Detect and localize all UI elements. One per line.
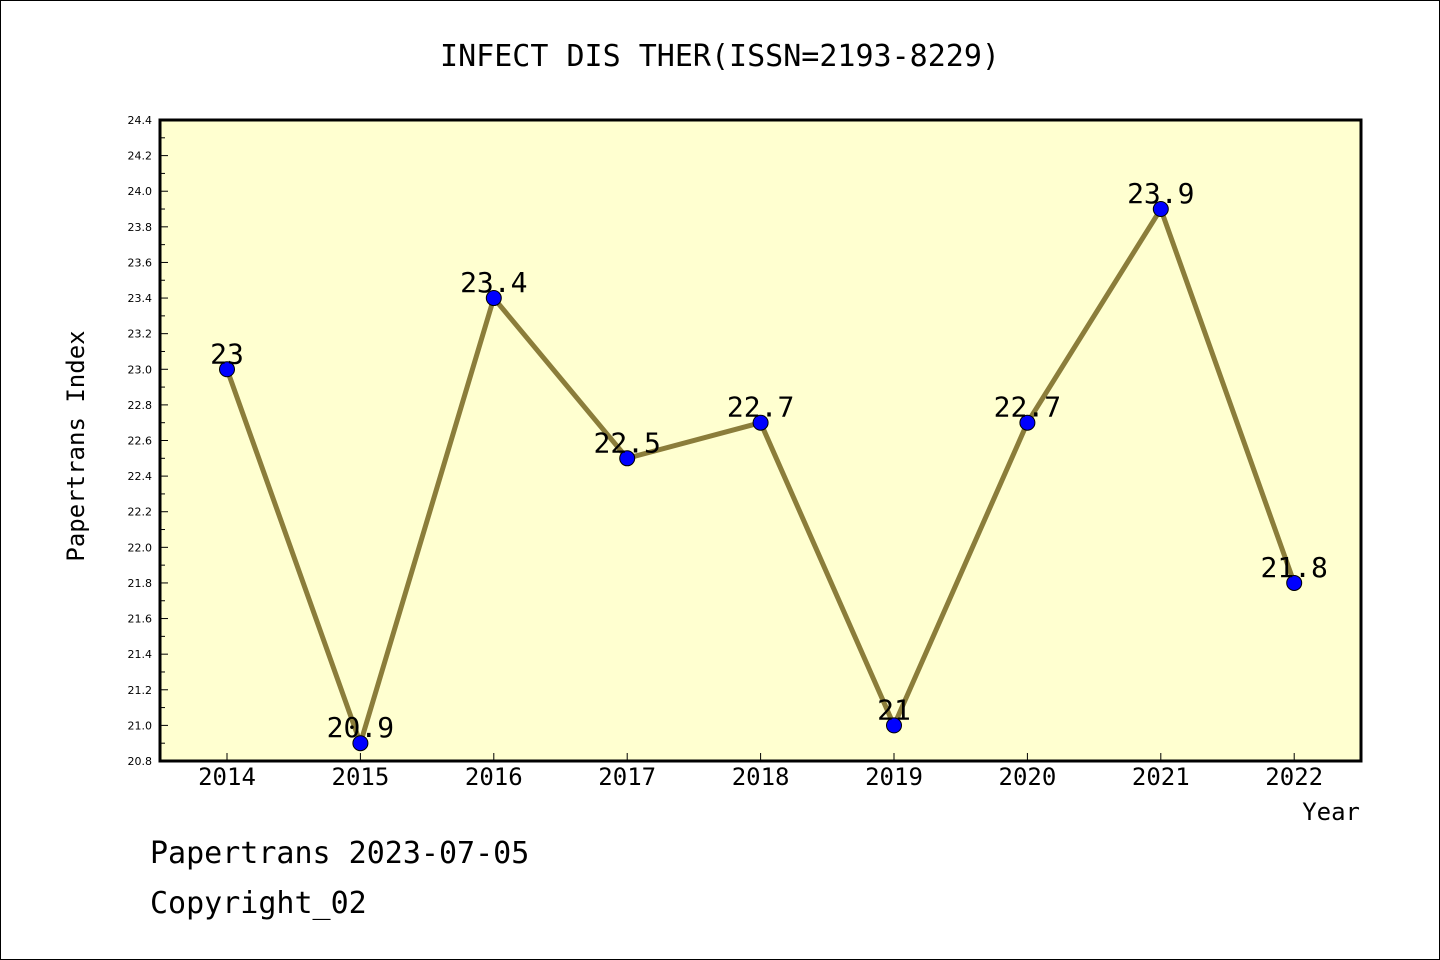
data-label: 22.7 <box>994 391 1061 424</box>
y-tick-label: 22.8 <box>128 399 153 412</box>
y-tick-label: 21.4 <box>128 648 153 661</box>
x-tick-label: 2016 <box>465 763 523 791</box>
series-line-group <box>224 206 1297 746</box>
data-label: 20.9 <box>327 711 394 744</box>
data-point <box>1286 574 1303 591</box>
x-tick-label: 2022 <box>1265 763 1323 791</box>
y-tick-label: 21.8 <box>128 577 153 590</box>
plot-area <box>158 118 1363 763</box>
x-axis: 2014 2015 2016 2017 2018 2019 2020 2021 2022 <box>198 753 1323 791</box>
data-labels-group: 23 20.9 23.4 22.5 22.7 21 22.7 23.9 21.8 <box>210 177 1328 744</box>
data-label: 23 <box>210 337 244 370</box>
x-tick-label: 2020 <box>999 763 1057 791</box>
y-tick-label: 22.4 <box>128 470 153 483</box>
footer-copyright: Copyright_02 <box>150 886 367 921</box>
x-tick-label: 2018 <box>732 763 790 791</box>
x-tick-label: 2015 <box>332 763 390 791</box>
series-segment <box>624 420 764 461</box>
y-tick-label: 24.2 <box>128 150 153 163</box>
data-label: 23.9 <box>1127 177 1194 210</box>
y-axis-label: Papertrans Index <box>62 330 90 561</box>
data-point <box>485 290 502 307</box>
y-tick-label: 22.0 <box>128 541 153 554</box>
data-point <box>219 361 235 378</box>
y-tick-label: 23.2 <box>128 328 153 341</box>
y-tick-label: 20.8 <box>128 755 153 768</box>
series-segment <box>224 366 363 746</box>
data-label: 22.5 <box>593 426 660 459</box>
series-segment <box>1024 206 1164 426</box>
footer-date: Papertrans 2023-07-05 <box>150 836 530 871</box>
x-tick-label: 2014 <box>198 763 256 791</box>
markers-group <box>219 201 1303 752</box>
y-tick-label: 22.2 <box>128 506 153 519</box>
x-tick-label: 2019 <box>865 763 923 791</box>
y-tick-label: 22.6 <box>128 435 153 448</box>
series-segment <box>758 420 897 728</box>
series-segment <box>891 420 1030 728</box>
series-segment <box>357 295 497 746</box>
data-point <box>1019 414 1036 431</box>
data-point <box>1152 201 1169 218</box>
data-label: 21.8 <box>1260 551 1327 584</box>
y-axis: 20.8 21.0 21.2 21.4 21.6 21.8 22.0 22.2 22.4 22.6… <box>128 114 168 768</box>
data-label: 22.7 <box>727 391 794 424</box>
x-axis-label: Year <box>1302 798 1360 826</box>
y-tick-label: 23.8 <box>128 221 153 234</box>
data-point <box>352 735 369 752</box>
y-tick-label: 23.4 <box>128 292 153 305</box>
y-tick-label: 24.0 <box>128 185 153 198</box>
data-point <box>619 450 636 467</box>
y-tick-label: 21.6 <box>128 613 153 626</box>
data-label: 23.4 <box>460 266 527 299</box>
data-label: 21 <box>877 693 911 726</box>
x-tick-label: 2017 <box>598 763 656 791</box>
y-tick-label: 24.4 <box>128 114 153 127</box>
data-point <box>886 717 902 734</box>
data-point <box>752 414 769 431</box>
series-segment <box>491 295 630 461</box>
series-segment <box>1158 206 1297 586</box>
y-tick-label: 23.0 <box>128 363 153 376</box>
y-tick-label: 21.2 <box>128 684 153 697</box>
chart-title: INFECT DIS THER(ISSN=2193-8229) <box>440 39 1000 74</box>
x-tick-label: 2021 <box>1132 763 1190 791</box>
y-tick-label: 21.0 <box>128 719 153 732</box>
y-tick-label: 23.6 <box>128 256 153 269</box>
